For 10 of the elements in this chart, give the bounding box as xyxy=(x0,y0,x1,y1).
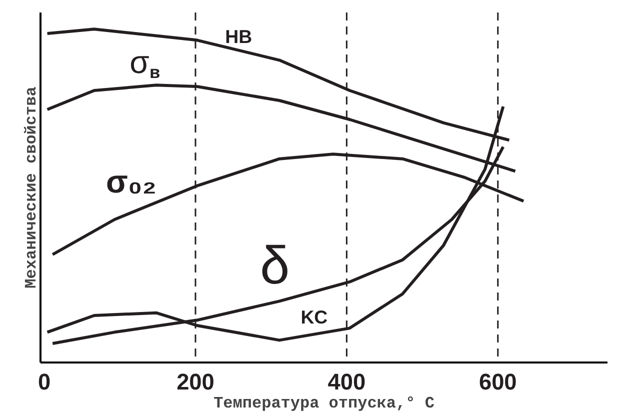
x-tick-label: 0 xyxy=(38,368,51,394)
x-tick-label: 600 xyxy=(478,368,517,394)
series-label: KC xyxy=(300,306,328,328)
series-label: δ xyxy=(260,236,290,296)
x-axis-title: Температура отпуска,° С xyxy=(214,394,435,412)
y-axis-title: Механические свойства xyxy=(22,86,40,288)
x-tick-label: 400 xyxy=(328,368,366,394)
x-tick-label: 200 xyxy=(176,368,214,394)
series-label: σ₀₂ xyxy=(106,163,156,200)
series-label: HB xyxy=(225,26,252,47)
